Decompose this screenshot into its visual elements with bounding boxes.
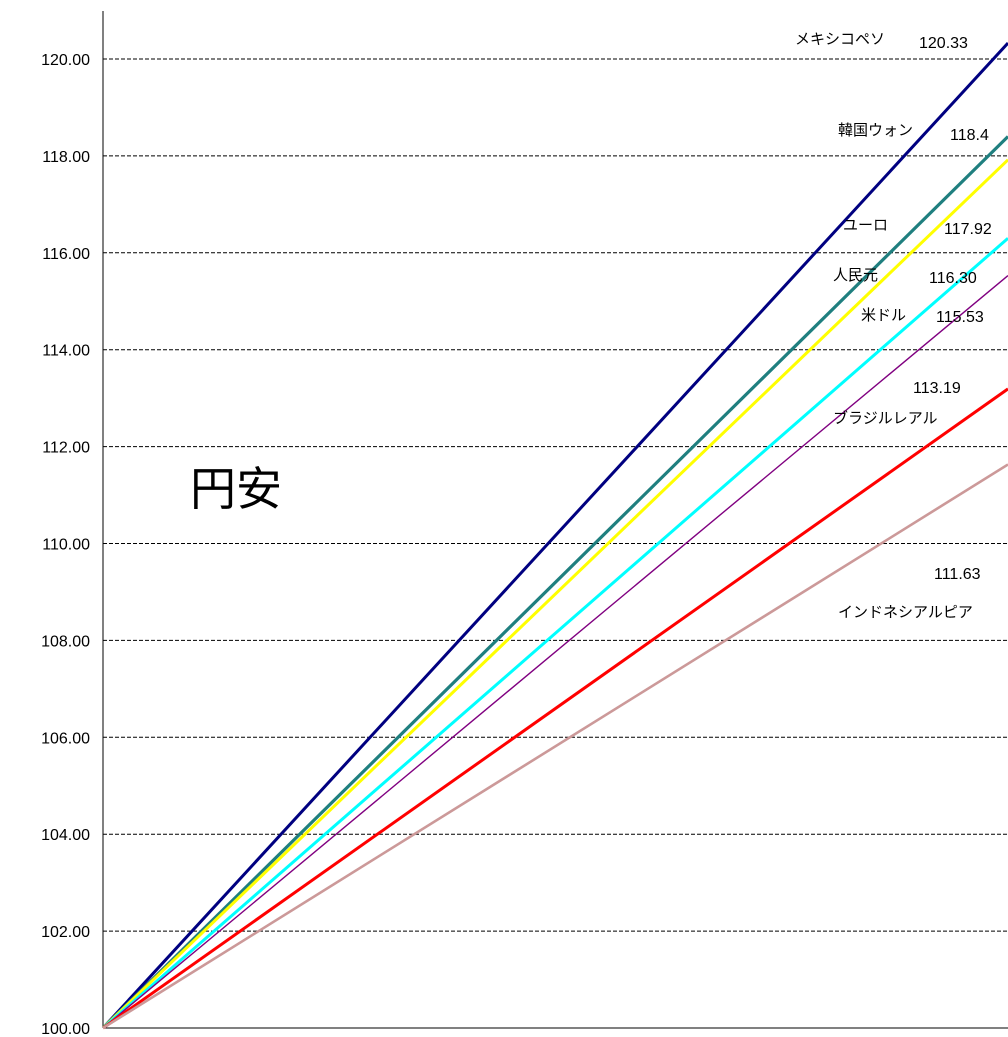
series-line-3	[101, 158, 1008, 1030]
series-name-label: 米ドル	[861, 306, 906, 324]
series-value-label: 117.92	[944, 221, 992, 238]
axes	[102, 11, 1008, 1029]
y-tick-label: 100.00	[41, 1021, 90, 1037]
series-value-label: 115.53	[936, 309, 984, 326]
series-line-1	[101, 41, 1008, 1030]
y-tick-label: 102.00	[41, 924, 90, 941]
series-labels: メキシコペソ 120.33 韓国ウォン 118.4 ユーロ 117.92 人民元 116.30…	[795, 30, 992, 621]
series-name-label: インドネシアルピア	[838, 603, 973, 621]
series-value-label: 111.63	[934, 566, 981, 583]
y-tick-labels: 120.00 118.00 116.00 114.00 112.00 110.00 108.…	[41, 52, 90, 1037]
y-tick-label: 112.00	[42, 440, 90, 457]
y-tick-label: 106.00	[41, 730, 90, 747]
series-value-label: 113.19	[913, 380, 961, 397]
series-value-label: 118.4	[950, 127, 989, 144]
series-value-label: 120.33	[919, 35, 968, 52]
y-tick-label: 108.00	[41, 633, 90, 650]
grid-lines	[103, 58, 1008, 932]
series-name-label: ブラジルレアル	[833, 409, 938, 427]
series-line-7	[102, 463, 1008, 1030]
y-tick-label: 116.00	[42, 246, 90, 263]
y-tick-label: 110.00	[42, 537, 90, 554]
y-tick-label: 104.00	[41, 827, 90, 844]
series-name-label: 韓国ウォン	[838, 121, 913, 139]
series-name-label: メキシコペソ	[795, 30, 885, 48]
annotation-label: 円安	[190, 462, 282, 516]
series-line-4	[102, 237, 1008, 1030]
series-line-2	[101, 135, 1008, 1030]
series-value-label: 116.30	[929, 270, 977, 287]
y-tick-label: 114.00	[42, 343, 90, 360]
series-lines	[101, 41, 1008, 1030]
series-name-label: ユーロ	[843, 216, 888, 234]
y-tick-label: 118.00	[42, 149, 90, 166]
series-name-label: 人民元	[833, 266, 878, 284]
series-line-6	[102, 387, 1008, 1030]
series-line-5	[102, 275, 1008, 1029]
y-tick-label: 120.00	[41, 52, 90, 69]
